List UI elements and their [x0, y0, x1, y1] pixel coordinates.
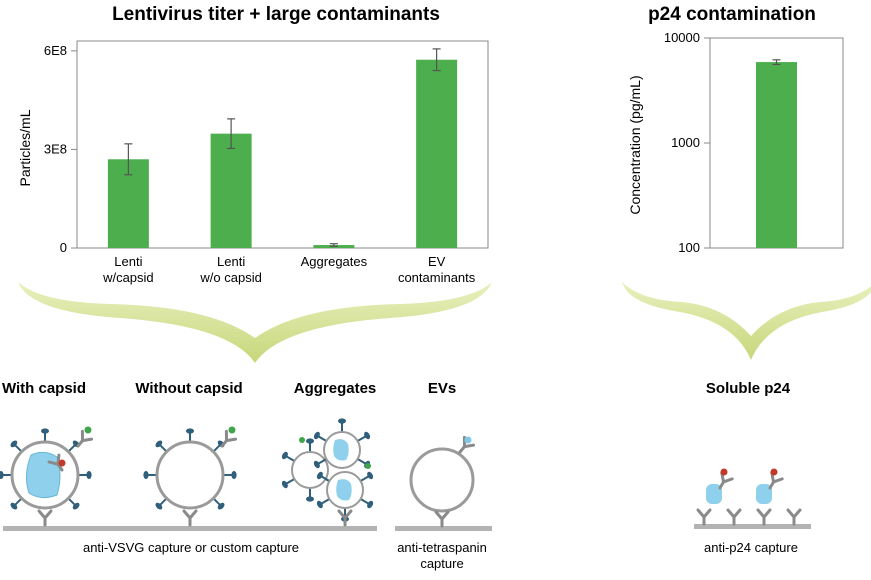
- caption-p24: anti-p24 capture: [704, 540, 798, 555]
- bar: [416, 59, 458, 248]
- capture-surface-vsvg: [3, 526, 377, 531]
- caption-tetraspanin-line2: capture: [420, 556, 463, 571]
- y-axis-label: Concentration (pg/mL): [627, 75, 643, 214]
- bar: [210, 133, 252, 248]
- plot-frame: [76, 40, 489, 249]
- capture-surface-p24: [694, 524, 811, 529]
- y-tick-label: 0: [60, 240, 67, 255]
- virion-without-capsid-icon: [142, 426, 238, 527]
- y-tick-label: 6E8: [44, 43, 67, 58]
- x-tick-label: Aggregates: [301, 254, 368, 269]
- x-tick-label: EV contaminants: [398, 254, 476, 285]
- chart-title: p24 contamination: [648, 4, 816, 25]
- y-tick-label: 1000: [671, 135, 700, 150]
- y-tick-label: 10000: [664, 30, 700, 45]
- particles-chart: Lentivirus titer + large contaminants Pa…: [17, 4, 489, 285]
- soluble-p24-icon: [696, 468, 802, 526]
- label-without-capsid: Without capsid: [135, 380, 242, 397]
- funnel-left: [18, 282, 492, 363]
- label-evs: EVs: [428, 380, 456, 397]
- ev-icon: [409, 435, 476, 528]
- y-axis-label: Particles/mL: [17, 109, 33, 186]
- x-tick-label: Lenti w/capsid: [102, 254, 154, 285]
- p24-chart: p24 contamination Concentration (pg/mL) …: [627, 4, 844, 255]
- caption-tetraspanin-line1: anti-tetraspanin: [397, 540, 487, 555]
- virion-with-capsid-icon: [0, 426, 94, 527]
- x-tick-label: Lenti w/o capsid: [199, 254, 261, 285]
- label-soluble-p24: Soluble p24: [706, 380, 791, 397]
- y-tick-label: 3E8: [44, 141, 67, 156]
- bar-group: 100 1000 10000: [664, 30, 797, 255]
- capture-surface-tetraspanin: [395, 526, 492, 531]
- label-aggregates: Aggregates: [294, 380, 377, 397]
- y-tick-label: 100: [678, 240, 700, 255]
- bar: [756, 62, 797, 248]
- aggregates-icon: [279, 417, 376, 527]
- label-with-capsid: With capsid: [2, 380, 86, 397]
- funnel-right: [622, 282, 871, 360]
- chart-title: Lentivirus titer + large contaminants: [112, 4, 440, 25]
- caption-vsvg: anti-VSVG capture or custom capture: [83, 540, 299, 555]
- bar-group: 0 3E8 6E8 Lenti w/capsid Lenti w/o capsid Aggre…: [44, 43, 476, 285]
